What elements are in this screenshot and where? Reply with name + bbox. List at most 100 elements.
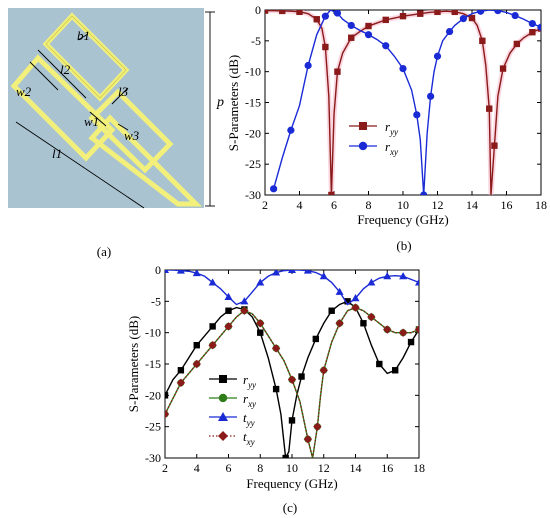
point-ryy-c: [312, 335, 320, 343]
point-txy-c: [271, 344, 281, 353]
caption-b: (b): [396, 238, 411, 253]
c-xtick-label: 8: [257, 461, 263, 475]
point-rxy-b: [413, 111, 421, 119]
point-rxy-b: [433, 52, 442, 60]
point-ryy-c: [193, 342, 200, 349]
point-ryy-b: [499, 65, 507, 72]
point-tyy-c: [256, 278, 265, 286]
point-ryy-b: [529, 29, 536, 36]
point-ryy-b: [348, 34, 355, 41]
point-tyy-c: [224, 292, 233, 300]
point-rxy-b: [537, 23, 541, 31]
point-rxy-b: [270, 185, 278, 193]
point-tyy-c: [240, 297, 249, 305]
series-layer-c: [165, 270, 419, 458]
label-w2: w2: [16, 84, 32, 99]
point-ryy-c: [272, 385, 280, 393]
legend-marker-tyy-c: [218, 412, 228, 421]
point-ryy-b: [434, 10, 441, 16]
point-ryy-c: [360, 320, 367, 327]
xlabel-c: Frequency (GHz): [246, 476, 337, 491]
ylabel-b: S-Parameters (dB): [226, 55, 241, 151]
point-tyy-c: [351, 294, 360, 302]
caption-c: (c): [283, 500, 297, 515]
label-l3: l3: [118, 84, 129, 99]
point-rxy-b: [399, 64, 407, 73]
point-rxy-b: [459, 15, 467, 23]
point-ryy-c: [391, 367, 399, 374]
point-txy-c: [351, 303, 360, 312]
legend-marker-txy-c: [218, 431, 228, 441]
point-tyy-c: [383, 272, 392, 280]
point-tyy-c: [272, 270, 281, 276]
c-ytick-label: -5: [151, 294, 161, 308]
legend-rxy-c: rxy: [243, 391, 256, 409]
point-tyy-c: [319, 272, 328, 280]
point-ryy-b: [322, 43, 329, 51]
point-ryy-b: [513, 40, 521, 48]
c-ytick-label: -10: [145, 326, 161, 340]
point-ryy-b: [279, 10, 286, 15]
dimension-lines: [15, 11, 215, 209]
c-xtick-label: 6: [226, 461, 232, 475]
series-tyy-c: [165, 270, 419, 306]
xlabel-b: Frequency (GHz): [357, 212, 448, 227]
point-txy-c: [335, 319, 344, 328]
point-rxy-b: [347, 21, 355, 30]
point-ryy-b: [313, 16, 320, 23]
point-tyy-c: [335, 287, 344, 295]
point-rxy-b: [321, 12, 329, 20]
legend-tyy-c: tyy: [243, 410, 255, 428]
b-ytick-label: -10: [245, 65, 261, 79]
point-rxy-b: [333, 10, 342, 17]
legend-ryy-c: ryy: [243, 372, 256, 390]
point-rxy-b: [382, 42, 390, 50]
point-rxy-b: [477, 10, 485, 15]
b-xtick-label: 2: [262, 198, 268, 212]
point-ryy-b: [479, 37, 486, 45]
point-tyy-c: [192, 270, 201, 277]
legend-rxy-b: rxy: [385, 139, 398, 157]
series-layer-b: [265, 10, 541, 195]
b-xtick-label: 10: [397, 198, 409, 212]
point-ryy-c: [328, 307, 335, 314]
point-txy-c: [240, 306, 249, 315]
point-txy-c: [319, 366, 328, 375]
legend-txy-c: txy: [243, 429, 255, 447]
c-xtick-label: 16: [381, 461, 393, 475]
label-b1: b1: [77, 28, 90, 43]
b-ytick-label: -5: [251, 34, 261, 48]
point-ryy-b: [328, 191, 335, 195]
point-tyy-c: [288, 270, 296, 273]
point-txy-c: [165, 409, 170, 419]
c-xtick-label: 10: [286, 461, 298, 475]
b-xtick-label: 6: [331, 198, 337, 212]
b-xtick-label: 14: [466, 198, 478, 212]
point-txy-c: [256, 319, 265, 328]
point-rxy-b: [494, 10, 502, 15]
point-txy-c: [367, 312, 376, 322]
ylabel-c: S-Parameters (dB): [126, 316, 141, 412]
point-ryy-b: [382, 16, 389, 24]
point-ryy-c: [407, 338, 415, 346]
point-ryy-b: [491, 142, 498, 149]
point-ryy-b: [334, 68, 341, 75]
point-tyy-c: [208, 278, 217, 286]
point-rxy-b: [420, 191, 428, 195]
b-ytick-label: 0: [255, 3, 261, 17]
point-txy-c: [224, 322, 233, 331]
c-xtick-label: 2: [162, 461, 168, 475]
b-xtick-label: 12: [432, 198, 444, 212]
caption-a: (a): [97, 244, 111, 259]
point-ryy-b: [399, 12, 407, 20]
point-ryy-c: [376, 360, 383, 368]
point-rxy-b: [304, 61, 312, 70]
point-ryy-c: [209, 323, 216, 330]
point-txy-c: [287, 375, 297, 384]
panel-a-structure: b1 l2 l3 w2 w1 w3 l1 p: [8, 8, 224, 209]
point-ryy-c: [344, 298, 351, 305]
ticks-b: 2 4 6 8 10 12 14 16 18 0 -5 -10 -15 -20 -25 -30: [245, 3, 547, 212]
legend-marker-ryy-c: [219, 375, 227, 383]
legend-b: ryy rxy: [349, 119, 398, 157]
